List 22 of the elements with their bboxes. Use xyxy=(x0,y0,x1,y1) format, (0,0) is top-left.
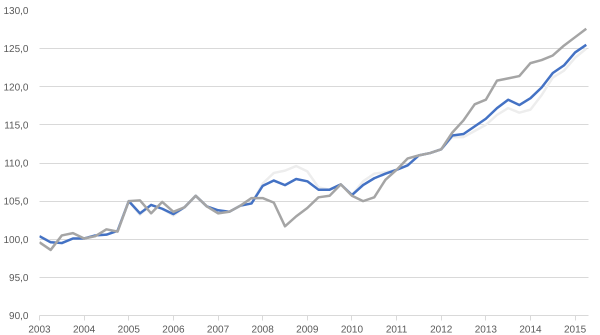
y-tick-label: 110,0 xyxy=(4,158,29,170)
x-tick-label: 2007 xyxy=(206,324,230,335)
x-tick-label: 2013 xyxy=(474,324,498,335)
x-tick-label: 2009 xyxy=(296,324,319,335)
x-tick-label: 2006 xyxy=(162,324,185,335)
x-tick-label: 2014 xyxy=(519,324,542,335)
x-tick-label: 2003 xyxy=(28,324,52,335)
y-tick-label: 100,0 xyxy=(3,234,29,246)
y-tick-label: 105,0 xyxy=(3,196,29,208)
y-tick-label: 95,0 xyxy=(9,272,29,284)
x-tick-label: 2005 xyxy=(118,324,140,335)
y-tick-label: 90,0 xyxy=(9,311,29,322)
x-tick-label: 2010 xyxy=(340,324,364,335)
x-tick-label: 2008 xyxy=(252,324,274,335)
y-tick-label: 115,0 xyxy=(4,120,29,132)
y-tick-label: 120,0 xyxy=(3,82,29,94)
x-tick-label: 2011 xyxy=(386,324,408,335)
y-tick-label: 130,0 xyxy=(3,6,29,17)
x-tick-label: 2012 xyxy=(430,324,453,335)
x-tick-label: 2015 xyxy=(564,324,587,335)
y-tick-label: 125,0 xyxy=(3,44,29,56)
x-tick-label: 2004 xyxy=(73,324,96,335)
